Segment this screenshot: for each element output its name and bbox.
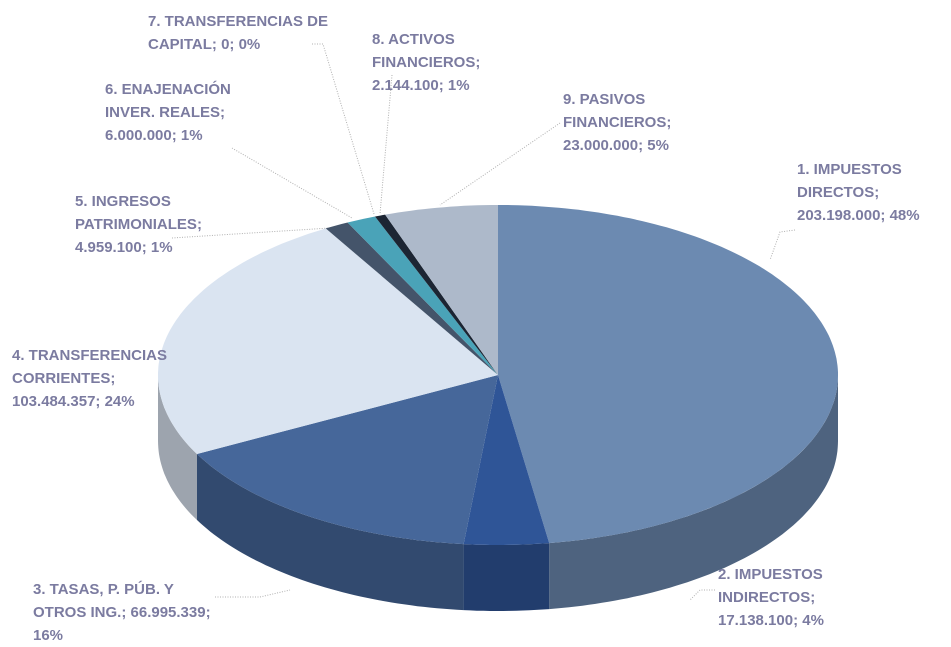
category: 4. TRANSFERENCIAS CORRIENTES; bbox=[12, 347, 168, 387]
value-label: 4.959.100; bbox=[75, 239, 147, 256]
slice bbox=[158, 228, 498, 454]
leader-line bbox=[379, 74, 393, 215]
slice bbox=[385, 205, 498, 375]
percent-label: 5% bbox=[647, 137, 669, 154]
category: 1. IMPUESTOS DIRECTOS; bbox=[797, 161, 902, 201]
percent-label: 0% bbox=[238, 36, 261, 53]
data-label: 5. INGRESOS PATRIMONIALES; 4.959.100; 1% bbox=[75, 190, 240, 259]
category: 2. IMPUESTOS INDIRECTOS; bbox=[718, 566, 823, 606]
value-label: 103.484.357; bbox=[12, 393, 101, 410]
leader-line bbox=[689, 589, 715, 601]
percent-label: 16% bbox=[33, 627, 64, 644]
data-label: 8. ACTIVOS FINANCIEROS; 2.144.100; 1% bbox=[372, 28, 507, 97]
leader-lines bbox=[171, 43, 796, 601]
slice bbox=[375, 214, 498, 375]
slice-side bbox=[549, 375, 838, 610]
data-label: 7. TRANSFERENCIAS DE CAPITAL; 0; 0% bbox=[148, 10, 333, 56]
category: 3. TASAS, P. PÚB. Y OTROS ING.; bbox=[33, 581, 174, 621]
category: 9. PASIVOS FINANCIEROS; bbox=[563, 91, 672, 131]
data-label: 9. PASIVOS FINANCIEROS; 23.000.000; 5% bbox=[563, 88, 718, 157]
data-label: 3. TASAS, P. PÚB. Y OTROS ING.; 66.995.3… bbox=[33, 578, 221, 647]
slice bbox=[498, 205, 838, 544]
data-label: 6. ENAJENACIÓN INVER. REALES; 6.000.000;… bbox=[105, 78, 265, 147]
percent-label: 1% bbox=[180, 127, 203, 144]
category: 8. ACTIVOS FINANCIEROS; bbox=[372, 31, 481, 71]
value-label: 23.000.000; bbox=[563, 137, 644, 154]
category: 7. TRANSFERENCIAS DE CAPITAL; bbox=[148, 13, 329, 53]
slice bbox=[325, 222, 498, 375]
category: 6. ENAJENACIÓN INVER. REALES; bbox=[105, 81, 231, 121]
value-label: 0; bbox=[221, 36, 235, 53]
data-label: 1. IMPUESTOS DIRECTOS; 203.198.000; 48% bbox=[797, 158, 951, 227]
value-label: 203.198.000; bbox=[797, 207, 886, 224]
data-label: 4. TRANSFERENCIAS CORRIENTES; 103.484.35… bbox=[12, 344, 202, 413]
slice-side bbox=[197, 454, 464, 611]
slice bbox=[463, 375, 550, 545]
leader-line bbox=[215, 589, 291, 598]
slice bbox=[347, 216, 498, 375]
value-label: 2.144.100; bbox=[372, 77, 444, 94]
leader-line bbox=[231, 147, 353, 219]
percent-label: 1% bbox=[150, 239, 173, 256]
percent-label: 24% bbox=[104, 393, 135, 410]
leader-line bbox=[312, 43, 375, 215]
percent-label: 1% bbox=[447, 77, 470, 94]
slice-side bbox=[158, 375, 197, 520]
leader-line bbox=[769, 229, 796, 261]
value-label: 17.138.100; bbox=[718, 612, 799, 629]
slice bbox=[197, 375, 498, 545]
leader-line bbox=[439, 122, 561, 206]
category: 5. INGRESOS PATRIMONIALES; bbox=[75, 193, 202, 233]
percent-label: 4% bbox=[802, 612, 824, 629]
data-label: 2. IMPUESTOS INDIRECTOS; 17.138.100; 4% bbox=[718, 563, 883, 632]
percent-label: 48% bbox=[889, 207, 920, 224]
slice-side bbox=[463, 543, 550, 611]
value-label: 66.995.339; bbox=[130, 604, 211, 621]
value-label: 6.000.000; bbox=[105, 127, 177, 144]
